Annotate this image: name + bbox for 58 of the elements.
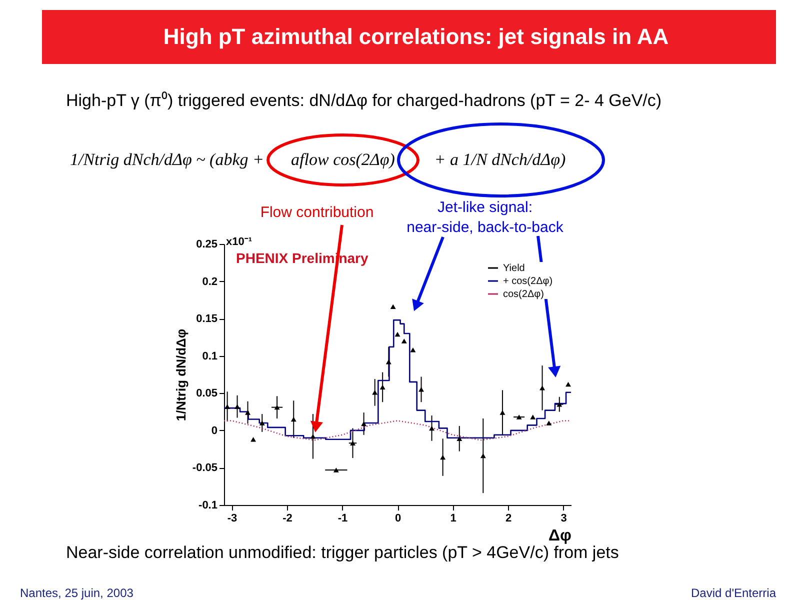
x-tick-label: -1: [338, 512, 348, 524]
point: [480, 453, 486, 458]
text: David d'Enterria: [691, 586, 776, 600]
point: [500, 410, 506, 415]
point: [410, 348, 416, 352]
text: aflow cos(2Δφ): [291, 150, 396, 169]
x-tick-label: 2: [505, 512, 512, 524]
point: [245, 410, 250, 415]
point: [530, 414, 536, 420]
x-axis-title: Δφ: [548, 528, 572, 544]
point: [401, 338, 407, 344]
y-tick-label: 0.05: [196, 388, 218, 400]
point: [290, 416, 296, 422]
y-tick-label: 0.15: [196, 313, 218, 326]
y-tick-label: 0.2: [202, 276, 218, 288]
point: [390, 304, 396, 310]
x-tick-label: -3: [227, 512, 238, 524]
text: Nantes, 25 juin, 2003: [20, 586, 134, 600]
y-axis-title: 1/Ntrig dN/dΔφ: [173, 328, 188, 422]
point: [566, 382, 571, 387]
point: [386, 359, 392, 364]
point: [546, 420, 552, 426]
point: [333, 468, 339, 472]
annotation: x10⁻¹: [226, 236, 252, 248]
text: + a 1/N dNch/dΔφ): [434, 150, 566, 169]
point: [310, 434, 316, 439]
chart-subtitle: High-pT γ (π⁰) triggered events: dN/dΔφ for charged-hadrons (pT = 2- 4 GeV/c): [66, 91, 662, 110]
point: [224, 404, 230, 409]
point: [440, 454, 446, 460]
point: [372, 390, 378, 395]
legend-label: cos(2Δφ): [503, 289, 544, 300]
y-tick-label: 0.1: [202, 350, 218, 362]
point: [259, 420, 265, 426]
text: Jet-like signal: near-side, back-to-back: [406, 199, 564, 236]
point: [456, 436, 462, 442]
legend-label: + cos(2Δφ): [503, 276, 553, 287]
legend-label: Yield: [503, 263, 525, 274]
point: [234, 404, 240, 409]
chart-title: High pT azimuthal correlations: jet signals in AA: [163, 24, 669, 49]
text: 1/Ntrig dNch/dΔφ ~ (abkg +: [70, 150, 264, 169]
point: [380, 384, 386, 390]
text: Flow contribution: [260, 204, 374, 221]
y-tick-label: 0: [211, 424, 218, 437]
x-tick-label: 0: [394, 512, 402, 524]
point: [394, 332, 400, 337]
point: [540, 386, 546, 390]
point: [361, 421, 367, 426]
point: [429, 426, 434, 431]
point: [418, 387, 424, 392]
y-tick-label: -0.1: [198, 500, 218, 512]
line-series: [223, 420, 572, 441]
point: [516, 414, 522, 420]
text: Near-side correlation unmodified: trigger particles (pT > 4GeV/c) from jets: [66, 543, 619, 562]
x-tick-label: 1: [450, 512, 456, 524]
y-tick-label: -0.05: [192, 462, 218, 474]
x-tick-label: 3: [560, 512, 567, 524]
x-tick-label: -2: [282, 512, 292, 524]
y-tick-label: 0.25: [196, 238, 218, 250]
